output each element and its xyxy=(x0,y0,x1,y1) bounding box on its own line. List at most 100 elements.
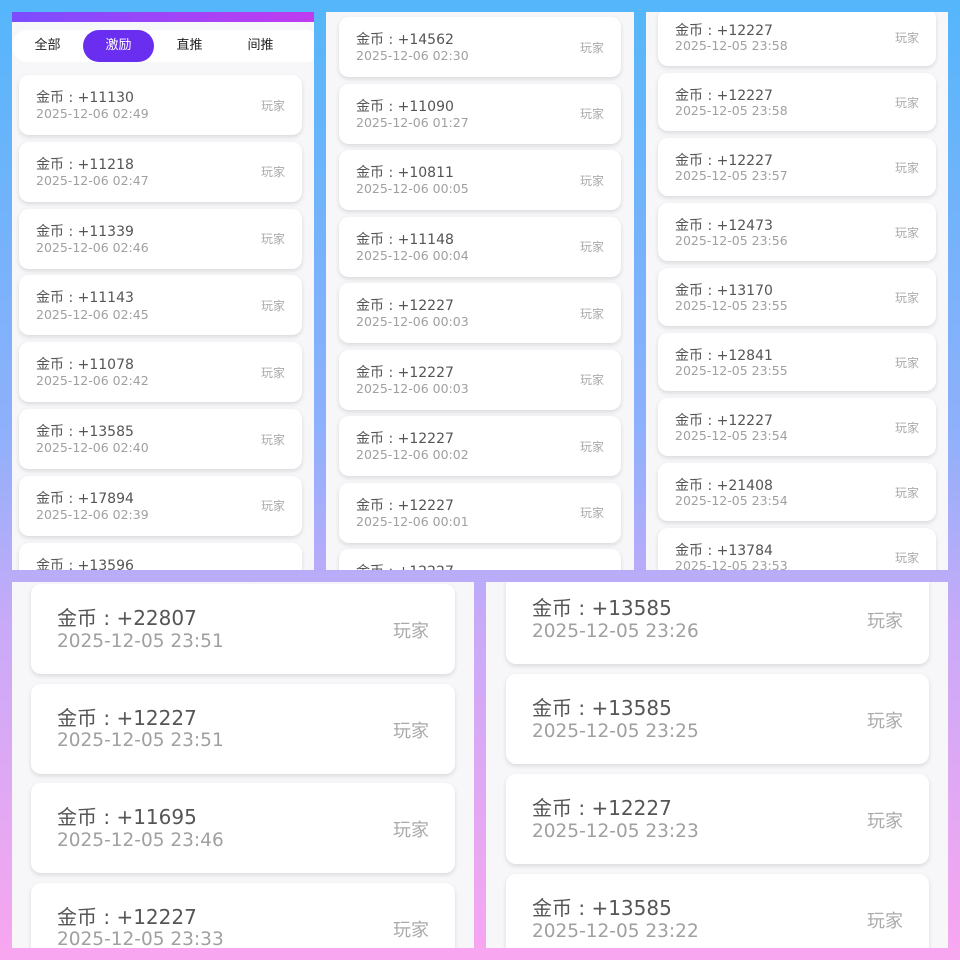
coin-amount: 金币 : +12227 xyxy=(675,87,773,104)
record-time: 2025-12-05 23:55 xyxy=(675,363,788,379)
record-time: 2025-12-06 00:05 xyxy=(356,181,469,197)
role-label: 玩家 xyxy=(579,506,604,521)
record-time: 2025-12-06 00:03 xyxy=(356,380,469,396)
record-card: 金币 : +11339 2025-12-06 02:46 玩家 xyxy=(19,208,302,269)
role-label: 玩家 xyxy=(579,373,604,388)
panel: 全部 激励 直推 间推 金币 : +11130 2025-12-06 02:49 玩家 金币 … xyxy=(12,12,314,570)
coin-amount: 金币 : +11078 xyxy=(36,357,134,374)
record-card: 金币 : +12227 2025-12-05 23:54 玩家 xyxy=(658,398,936,456)
coin-amount: 金币 : +12227 xyxy=(532,796,672,820)
record-card: 金币 : +12227 2025-12-05 23:57 玩家 xyxy=(658,138,936,196)
record-card: 金币 : +11078 2025-12-06 02:42 玩家 xyxy=(19,342,302,403)
record-time: 2025-12-06 02:39 xyxy=(36,506,149,522)
record-card: 金币 : +13596 xyxy=(19,542,302,570)
role-label: 玩家 xyxy=(393,919,429,941)
coin-amount: 金币 : +13170 xyxy=(675,282,773,299)
role-label: 玩家 xyxy=(579,40,604,55)
coin-amount: 金币 : +21408 xyxy=(675,477,773,494)
coin-amount: 金币 : +11339 xyxy=(36,223,134,240)
panel: 金币 : +12227 2025-12-05 23:58 玩家 金币 : +12227… xyxy=(646,12,948,570)
record-time: 2025-12-06 02:47 xyxy=(36,172,149,188)
coin-amount: 金币 : +14562 xyxy=(356,32,454,48)
record-time: 2025-12-05 23:54 xyxy=(675,428,788,444)
record-time: 2025-12-05 23:51 xyxy=(57,630,224,652)
role-label: 玩家 xyxy=(579,306,604,321)
panel: 金币 : +13585 2025-12-05 23:26 玩家 金币 : +13585… xyxy=(486,582,948,948)
coin-amount: 金币 : +12227 xyxy=(675,22,773,39)
coin-amount: 金币 : +11218 xyxy=(36,156,134,173)
tab[interactable]: 直推 xyxy=(176,38,203,53)
tab[interactable]: 激励 xyxy=(83,30,154,62)
tab[interactable]: 全部 xyxy=(34,38,61,53)
record-time: 2025-12-05 23:51 xyxy=(57,730,224,752)
record-card: 金币 : +10811 2025-12-06 00:05 玩家 xyxy=(339,150,621,210)
record-card: 金币 : +12227 2025-12-05 23:58 玩家 xyxy=(658,12,936,66)
record-time: 2025-12-06 00:01 xyxy=(356,513,469,529)
coin-amount: 金币 : +11695 xyxy=(57,805,197,829)
record-time: 2025-12-05 23:22 xyxy=(532,920,699,942)
record-card: 金币 : +12227 2025-12-06 00:02 玩家 xyxy=(339,416,621,476)
record-card: 金币 : +13585 2025-12-06 02:40 玩家 xyxy=(19,409,302,469)
role-label: 玩家 xyxy=(260,232,285,247)
record-card: 金币 : +13170 2025-12-05 23:55 玩家 xyxy=(658,268,936,326)
role-label: 玩家 xyxy=(894,225,919,240)
record-card: 金币 : +12227 2025-12-06 00:03 玩家 xyxy=(339,349,621,410)
coin-amount: 金币 : +11143 xyxy=(36,290,134,307)
record-time: 2025-12-05 23:26 xyxy=(532,620,699,642)
top-bar xyxy=(12,12,314,22)
coin-amount: 金币 : +12227 xyxy=(57,705,197,730)
role-label: 玩家 xyxy=(867,911,903,932)
coin-amount: 金币 : +12227 xyxy=(675,152,773,169)
record-time: 2025-12-05 23:25 xyxy=(532,720,699,742)
coin-amount: 金币 : +13585 xyxy=(36,424,134,440)
record-time: 2025-12-05 23:46 xyxy=(57,829,224,851)
role-label: 玩家 xyxy=(867,611,903,632)
coin-amount: 金币 : +12227 xyxy=(675,412,773,429)
record-card: 金币 : +11143 2025-12-06 02:45 玩家 xyxy=(19,275,302,336)
role-label: 玩家 xyxy=(894,485,919,500)
tab[interactable]: 间推 xyxy=(247,38,274,53)
record-time: 2025-12-06 02:42 xyxy=(36,373,149,389)
record-card: 金币 : +12227 xyxy=(339,549,621,570)
role-label: 玩家 xyxy=(393,720,429,742)
record-card: 金币 : +12227 2025-12-05 23:33 玩家 xyxy=(31,882,455,948)
record-card: 金币 : +22807 2025-12-05 23:51 玩家 xyxy=(31,584,455,674)
role-label: 玩家 xyxy=(260,499,285,514)
coin-amount: 金币 : +13585 xyxy=(532,696,672,720)
record-time: 2025-12-06 00:02 xyxy=(356,447,469,463)
record-time: 2025-12-05 23:58 xyxy=(675,103,788,119)
coin-amount: 金币 : +12227 xyxy=(356,497,454,514)
coin-amount: 金币 : +11148 xyxy=(356,231,454,248)
role-label: 玩家 xyxy=(894,160,919,175)
record-time: 2025-12-06 00:04 xyxy=(356,247,469,263)
record-card: 金币 : +12227 2025-12-06 00:01 玩家 xyxy=(339,482,621,543)
role-label: 玩家 xyxy=(894,30,919,45)
record-card: 金币 : +12227 2025-12-06 00:03 玩家 xyxy=(339,283,621,343)
role-label: 玩家 xyxy=(579,107,604,122)
coin-amount: 金币 : +12227 xyxy=(356,298,454,314)
role-label: 玩家 xyxy=(260,165,285,180)
coin-amount: 金币 : +12227 xyxy=(356,431,454,447)
role-label: 玩家 xyxy=(894,550,919,565)
record-card: 金币 : +11218 2025-12-06 02:47 玩家 xyxy=(19,141,302,202)
record-time: 2025-12-06 02:49 xyxy=(36,106,149,122)
record-time: 2025-12-06 02:46 xyxy=(36,239,149,255)
tab-bar: 全部 激励 直推 间推 xyxy=(12,30,314,62)
coin-amount: 金币 : +13596 xyxy=(36,557,134,570)
role-label: 玩家 xyxy=(867,711,903,732)
record-time: 2025-12-06 02:40 xyxy=(36,440,149,456)
role-label: 玩家 xyxy=(894,290,919,305)
role-label: 玩家 xyxy=(894,420,919,435)
coin-amount: 金币 : +12473 xyxy=(675,217,773,234)
record-time: 2025-12-05 23:53 xyxy=(675,558,788,570)
role-label: 玩家 xyxy=(894,95,919,110)
record-card: 金币 : +13585 2025-12-05 23:26 玩家 xyxy=(506,582,929,664)
record-time: 2025-12-06 00:03 xyxy=(356,314,469,330)
record-time: 2025-12-06 02:45 xyxy=(36,306,149,322)
record-card: 金币 : +11148 2025-12-06 00:04 玩家 xyxy=(339,216,621,277)
record-time: 2025-12-05 23:56 xyxy=(675,233,788,249)
record-time: 2025-12-06 02:30 xyxy=(356,48,469,64)
record-card: 金币 : +17894 2025-12-06 02:39 玩家 xyxy=(19,475,302,536)
role-label: 玩家 xyxy=(393,820,429,841)
